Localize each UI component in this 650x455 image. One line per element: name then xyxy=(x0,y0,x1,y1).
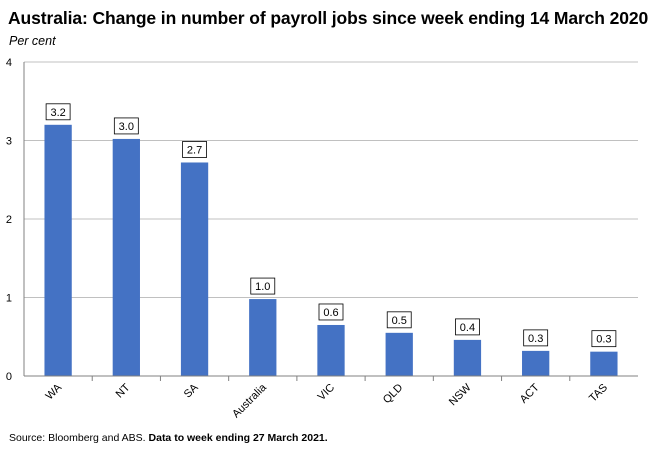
source-data-note: Data to week ending 27 March 2021. xyxy=(148,432,328,444)
x-tick-label: TAS xyxy=(587,382,610,405)
bar-australia xyxy=(249,299,277,376)
y-tick-label: 0 xyxy=(6,371,12,383)
x-tick-label: WA xyxy=(44,381,65,402)
data-label: 0.3 xyxy=(591,330,617,348)
data-label-box xyxy=(591,330,617,348)
bar-sa xyxy=(180,162,209,376)
data-label-text: 0.4 xyxy=(460,322,475,334)
data-label-text: 2.7 xyxy=(187,144,202,156)
data-label-box xyxy=(182,141,207,158)
chart-subtitle: Per cent xyxy=(9,34,56,48)
x-tick-label: SA xyxy=(182,381,201,400)
data-label-box xyxy=(386,311,412,329)
bars xyxy=(44,124,618,376)
data-label-box xyxy=(523,329,549,347)
bar-nt xyxy=(112,138,140,376)
data-label: 0.4 xyxy=(455,318,480,336)
x-tick-label: NT xyxy=(114,381,133,400)
data-label: 1.0 xyxy=(250,277,276,295)
data-label-text: 0.3 xyxy=(596,334,611,346)
data-label-text: 3.2 xyxy=(50,107,65,119)
data-label-text: 0.3 xyxy=(528,333,543,345)
data-labels: 3.2 3.0 2.7 1.0 0.6 0.5 0.4 0.3 0.3 xyxy=(45,103,617,348)
data-label-box xyxy=(113,117,139,135)
data-label-text: 1.0 xyxy=(255,281,270,293)
bar-tas xyxy=(590,351,618,376)
y-tick-label: 1 xyxy=(6,293,12,305)
x-tick-label: Australia xyxy=(230,381,269,420)
source-prefix: Source: Bloomberg and ABS. xyxy=(9,432,146,444)
data-label: 3.0 xyxy=(113,117,139,135)
chart-title: Australia: Change in number of payroll j… xyxy=(8,8,649,28)
x-axis-ticks: WA NT SA Australia VIC QLD NSW ACT TAS xyxy=(44,376,610,420)
bar-qld xyxy=(385,332,413,376)
data-label: 2.7 xyxy=(182,141,207,158)
data-label-text: 0.5 xyxy=(392,315,407,327)
bar-nsw xyxy=(453,339,482,376)
data-label-box xyxy=(318,303,344,321)
y-axis-ticks: 0 1 2 3 4 xyxy=(6,57,12,383)
bar-wa xyxy=(44,124,72,376)
x-tick-label: VIC xyxy=(316,382,337,403)
data-label-text: 0.6 xyxy=(323,307,338,319)
y-tick-label: 2 xyxy=(6,214,12,226)
data-label-box xyxy=(45,103,71,121)
data-label: 3.2 xyxy=(45,103,71,121)
bar-act xyxy=(522,350,550,376)
data-label-box xyxy=(250,277,276,295)
bar-chart: 0 1 2 3 4 3.2 3.0 2.7 1.0 0.6 0.5 0.4 0.3 0.3 WA NT SA… xyxy=(6,57,638,420)
data-label-box xyxy=(455,318,480,336)
x-tick-label: ACT xyxy=(518,381,542,405)
bar-vic xyxy=(317,324,345,376)
y-tick-label: 3 xyxy=(6,136,12,148)
data-label-text: 3.0 xyxy=(119,121,134,133)
x-tick-label: NSW xyxy=(447,381,474,408)
data-label: 0.3 xyxy=(523,329,549,347)
source-note: Source: Bloomberg and ABS. Data to week … xyxy=(9,432,328,444)
x-tick-label: QLD xyxy=(381,382,406,407)
data-label: 0.5 xyxy=(386,311,412,329)
y-tick-label: 4 xyxy=(6,57,12,69)
data-label: 0.6 xyxy=(318,303,344,321)
